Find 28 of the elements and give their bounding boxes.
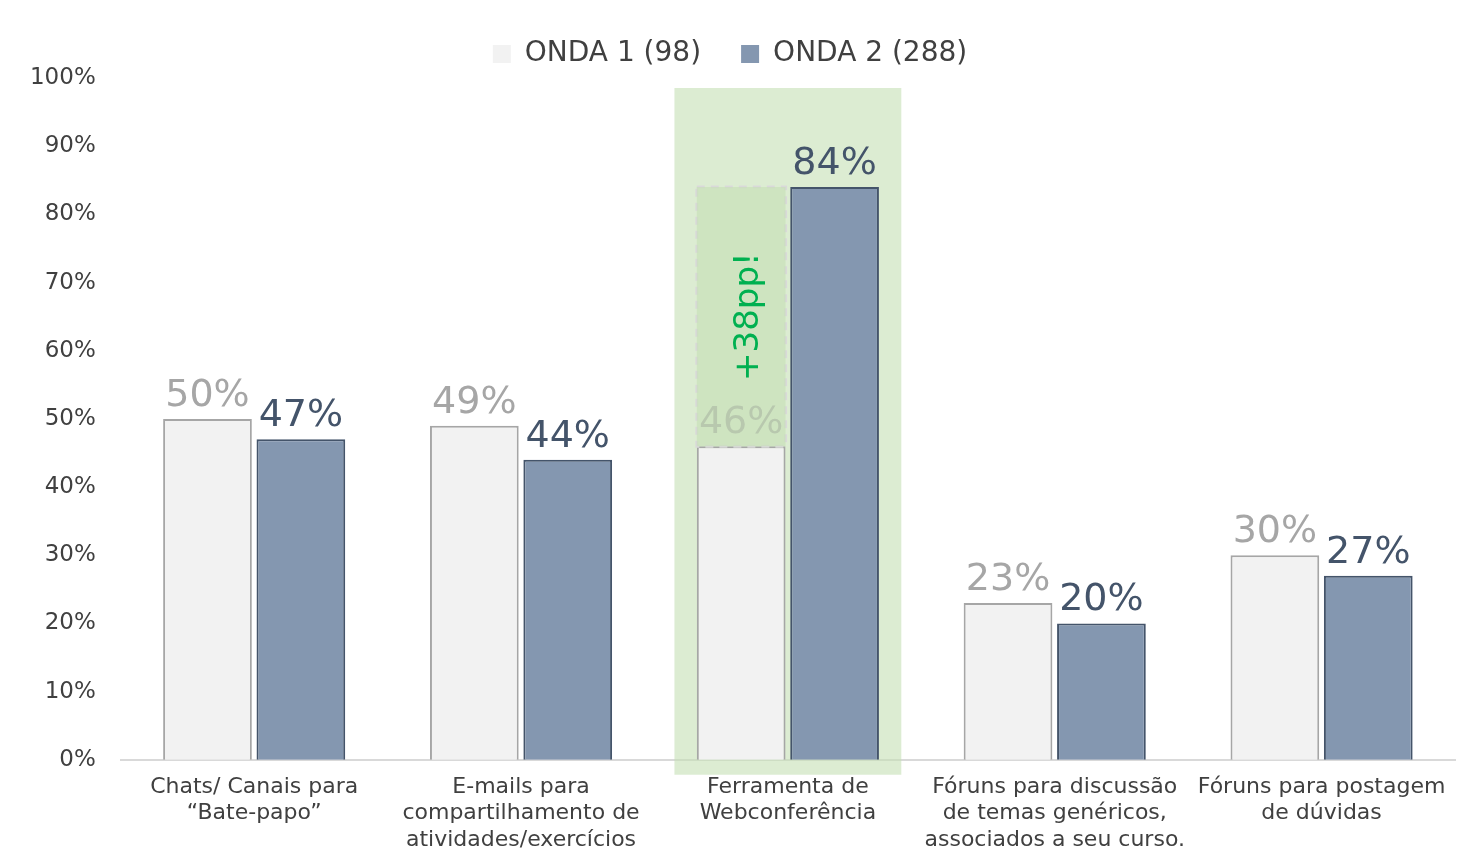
- annotation: +38pp!: [726, 252, 767, 381]
- legend-label: ONDA 2 (288): [773, 35, 968, 69]
- data-label: 27%: [1326, 527, 1411, 572]
- data-label: 49%: [432, 377, 517, 422]
- y-tick-label: 70%: [44, 267, 96, 294]
- y-tick-label: 50%: [44, 403, 96, 430]
- data-label: 30%: [1232, 507, 1318, 552]
- x-tick-label: Fóruns para discussão de temas genéricos, associados a seu curso.: [924, 772, 1185, 851]
- y-tick-label: 0%: [59, 744, 96, 771]
- data-label: 50%: [165, 370, 250, 415]
- x-tick-label: Fóruns para postagem de dúvidas: [1197, 772, 1446, 825]
- y-tick-label: 60%: [44, 335, 96, 362]
- data-label: 23%: [965, 554, 1051, 599]
- x-tick-label: E-mails para compartilhamento de atividades/exercícios: [402, 772, 640, 851]
- data-label: 44%: [525, 411, 610, 456]
- y-tick-label: 80%: [44, 199, 96, 226]
- y-tick-label: 40%: [44, 472, 96, 499]
- x-tick-label: Chats/ Canais para “Bate-papo”: [150, 772, 359, 825]
- legend-label: ONDA 1 (98): [524, 35, 702, 69]
- x-tick-label: Ferramenta de Webconferência: [699, 772, 877, 825]
- y-tick-label: 90%: [44, 131, 96, 158]
- y-tick-label: 10%: [44, 676, 96, 703]
- y-tick-label: 20%: [44, 608, 96, 635]
- y-tick-label: 30%: [44, 540, 96, 567]
- data-label: 84%: [792, 138, 877, 183]
- data-label: 47%: [258, 391, 344, 436]
- data-label: 20%: [1059, 575, 1144, 620]
- y-tick-label: 100%: [29, 62, 96, 89]
